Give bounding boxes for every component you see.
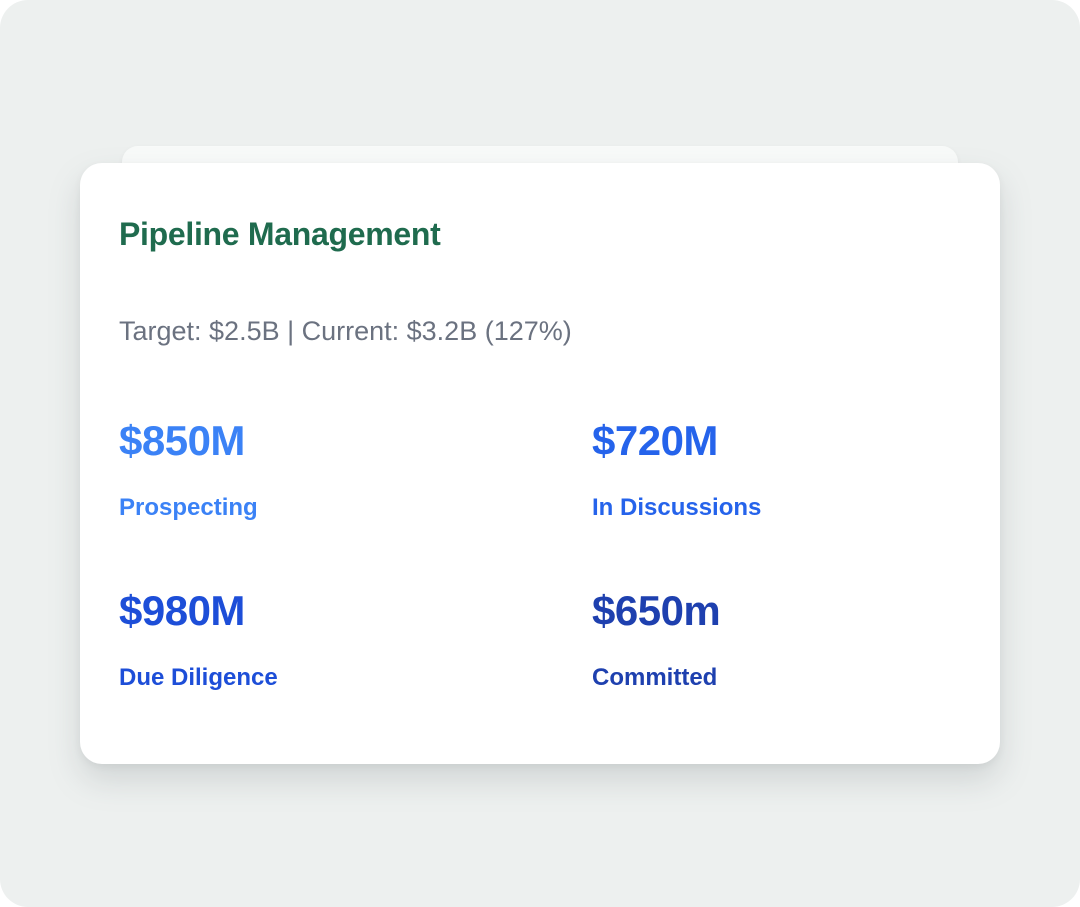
- stat-prospecting: $850M Prospecting: [119, 418, 592, 522]
- stat-due-diligence: $980M Due Diligence: [119, 588, 592, 692]
- pipeline-management-card[interactable]: Pipeline Management Target: $2.5B | Curr…: [80, 163, 1000, 764]
- stat-label: Committed: [592, 664, 718, 691]
- stats-grid: $850M Prospecting $720M In Discussions $980M…: [119, 418, 961, 692]
- stat-label: Prospecting: [119, 494, 258, 521]
- stat-value: $850M: [119, 417, 245, 464]
- stat-value: $980M: [119, 587, 245, 634]
- stat-label: Due Diligence: [119, 664, 278, 691]
- stat-committed: $650m Committed: [592, 588, 961, 692]
- target-current-summary: Target: $2.5B | Current: $3.2B (127%): [119, 316, 572, 346]
- stat-in-discussions: $720M In Discussions: [592, 418, 961, 522]
- card-title: Pipeline Management: [119, 216, 441, 252]
- stat-value: $650m: [592, 587, 721, 634]
- stat-label: In Discussions: [592, 494, 762, 521]
- stat-value: $720M: [592, 417, 718, 464]
